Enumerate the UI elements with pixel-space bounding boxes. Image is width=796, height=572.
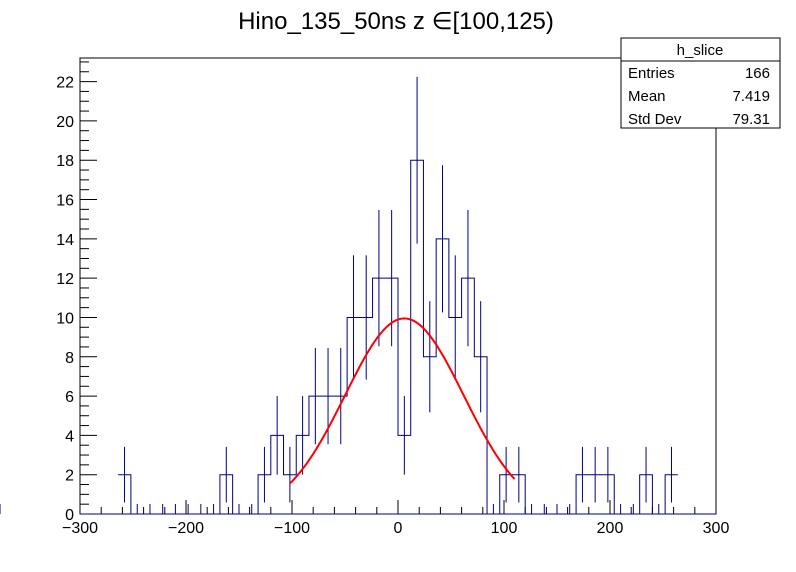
stats-label-stddev: Std Dev: [628, 111, 682, 128]
y-tick-label: 0: [65, 507, 74, 524]
y-tick-label: 18: [56, 153, 74, 170]
chart-title: Hino_135_50ns z ∈[100,125): [238, 8, 554, 35]
stats-box-frame: [620, 37, 781, 129]
y-tick-label: 8: [65, 350, 74, 367]
y-tick-label: 12: [56, 271, 74, 288]
stats-value-stddev: 79.31: [732, 111, 770, 128]
x-tick-label: 200: [597, 520, 624, 537]
y-tick-label: 2: [65, 468, 74, 485]
x-tick-label: −200: [168, 520, 204, 537]
y-tick-label: 4: [65, 428, 74, 445]
x-tick-label: −300: [62, 520, 98, 537]
x-tick-label: 300: [703, 520, 730, 537]
histogram-series: [80, 159, 716, 515]
gaussian-fit-curve: [289, 317, 516, 485]
stats-label-mean: Mean: [628, 88, 666, 105]
stats-box-title: h_slice: [677, 42, 724, 59]
y-tick-label: 6: [65, 389, 74, 406]
stats-box: h_slice Entries 166 Mean 7.419 Std Dev 7…: [620, 37, 781, 129]
x-tick-label: 0: [394, 520, 403, 537]
y-tick-label: 20: [56, 114, 74, 131]
stats-value-mean: 7.419: [732, 88, 770, 105]
y-tick-label: 10: [56, 310, 74, 327]
y-tick-label: 16: [56, 193, 74, 210]
x-axis: −300 −200 −100 0 100 200 300: [62, 500, 729, 537]
stats-value-entries: 166: [745, 65, 770, 82]
histogram-outline: [118, 159, 678, 515]
x-tick-label: 100: [491, 520, 518, 537]
y-tick-label: 22: [56, 75, 74, 92]
x-tick-label: −100: [274, 520, 310, 537]
stats-label-entries: Entries: [628, 65, 675, 82]
y-axis: 0 2 4 6 8 10 12 14 16 18 20 22: [56, 61, 97, 524]
error-bars: [0, 76, 672, 514]
y-tick-label: 14: [56, 232, 74, 249]
